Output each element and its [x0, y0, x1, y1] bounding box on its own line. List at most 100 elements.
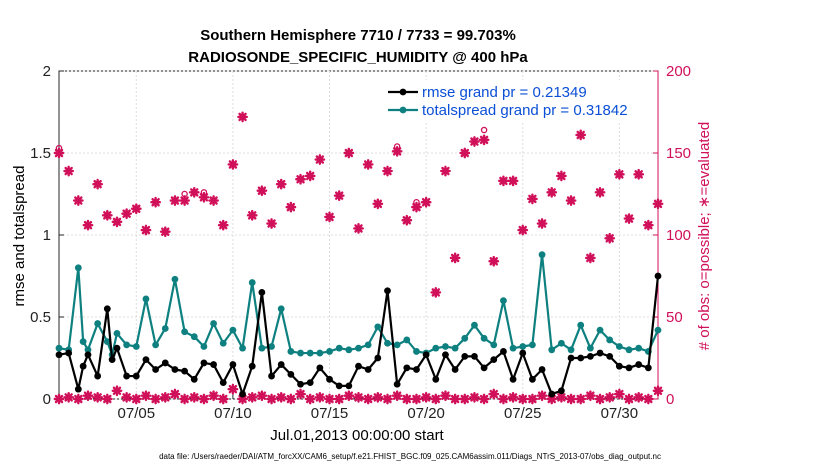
- spread-point: [171, 275, 179, 283]
- right-y-tick-label: 200: [666, 63, 691, 80]
- rmse-point: [55, 351, 63, 359]
- spread-point: [461, 334, 469, 342]
- spread-point: [248, 279, 256, 286]
- left-y-tick-label: 2: [43, 63, 51, 80]
- obs-near-zero-point: [101, 393, 113, 405]
- obs-evaluated-point: [256, 185, 268, 197]
- obs-near-zero-point: [362, 393, 374, 405]
- right-y-axis-ticks: 0 50 100 150 200: [653, 63, 691, 408]
- rmse-point: [586, 352, 594, 360]
- obs-evaluated-point: [101, 209, 113, 221]
- obs-near-zero-point: [623, 393, 635, 405]
- rmse-point: [654, 272, 662, 280]
- obs-near-zero-point: [527, 393, 538, 405]
- obs-evaluated-point: [140, 224, 152, 236]
- obs-evaluated-point: [295, 173, 306, 185]
- spread-point: [654, 326, 662, 334]
- spread-point: [500, 297, 507, 304]
- obs-near-zero-point: [401, 393, 413, 405]
- obs-near-zero-point: [459, 393, 471, 405]
- spread-point: [258, 344, 266, 352]
- rmse-point: [84, 351, 92, 359]
- obs-near-zero-point: [198, 393, 210, 405]
- spread-point: [142, 295, 150, 303]
- obs-evaluated-point: [150, 196, 162, 208]
- spread-point: [567, 346, 575, 354]
- spread-point: [355, 344, 362, 352]
- rmse-point: [557, 387, 565, 395]
- chart-title-line2: RADIOSONDE_SPECIFIC_HUMIDITY @ 400 hPa: [188, 49, 528, 66]
- rmse-point: [538, 366, 546, 373]
- right-y-axis-label: # of obs: o=possible; ∗=evaluated: [696, 122, 713, 351]
- spread-point: [490, 341, 498, 349]
- rmse-point: [490, 356, 498, 364]
- obs-evaluated-point: [401, 214, 413, 226]
- data-file-footer: data file: /Users/raeder/DAI/ATM_forcXX/…: [159, 452, 661, 461]
- rmse-point: [210, 361, 217, 368]
- obs-evaluated-point: [546, 186, 558, 198]
- obs-evaluated-point: [623, 213, 635, 225]
- spread-point: [113, 330, 121, 337]
- rmse-point: [461, 352, 469, 360]
- obs-near-zero-point: [208, 390, 219, 402]
- rmse-point: [625, 364, 633, 372]
- rmse-point: [94, 372, 102, 380]
- obs-evaluated-point: [285, 201, 297, 213]
- obs-evaluated-point: [527, 193, 538, 205]
- rmse-point: [548, 390, 556, 398]
- obs-near-zero-point: [130, 393, 142, 405]
- legend-rmse-marker: [399, 88, 407, 96]
- obs-near-zero-point: [372, 391, 384, 403]
- obs-near-zero-point: [565, 393, 577, 405]
- obs-near-zero-point: [498, 393, 509, 405]
- spread-point: [615, 343, 623, 350]
- obs-near-zero-point: [420, 391, 432, 403]
- rmse-point: [403, 364, 411, 372]
- obs-evaluated-point: [266, 218, 277, 229]
- obs-evaluated-point: [82, 219, 94, 231]
- rmse-point: [615, 362, 623, 370]
- obs-near-zero-point: [517, 393, 529, 405]
- obs-evaluated-point: [353, 223, 364, 234]
- obs-near-zero-point: [237, 393, 248, 405]
- rmse-point: [190, 375, 198, 383]
- rmse-point: [239, 390, 246, 398]
- spread-point: [519, 343, 527, 350]
- obs-near-zero-point: [652, 385, 664, 397]
- spread-point: [200, 343, 208, 350]
- obs-evaluated-point: [208, 195, 219, 206]
- x-tick-label: 07/25: [504, 405, 542, 422]
- spread-point: [451, 344, 459, 352]
- obs-near-zero-point: [179, 393, 190, 405]
- obs-evaluated-point: [92, 178, 104, 190]
- spread-point: [596, 326, 604, 334]
- rmse-point: [316, 364, 324, 372]
- obs-near-zero-point: [343, 390, 355, 402]
- obs-evaluated-point: [449, 252, 461, 264]
- obs-count-series: [53, 111, 664, 405]
- obs-evaluated-point: [111, 216, 123, 228]
- obs-evaluated-point: [130, 203, 142, 215]
- rmse-point: [500, 348, 507, 355]
- spread-point: [219, 339, 227, 347]
- rmse-point: [451, 366, 459, 373]
- obs-evaluated-point: [652, 198, 664, 210]
- legend-spread-marker: [399, 106, 407, 114]
- rmse-point: [519, 349, 527, 357]
- obs-evaluated-point: [314, 154, 326, 165]
- left-y-tick-label: 1: [43, 227, 51, 244]
- obs-evaluated-point: [575, 129, 587, 141]
- rmse-point: [200, 359, 208, 367]
- rmse-point: [268, 372, 275, 380]
- obs-near-zero-point: [217, 393, 229, 405]
- obs-near-zero-point: [63, 391, 75, 403]
- x-tick-label: 07/15: [311, 405, 349, 422]
- obs-evaluated-point: [72, 195, 84, 206]
- rmse-point: [171, 366, 179, 373]
- rmse-point: [364, 366, 372, 373]
- obs-near-zero-point: [488, 388, 500, 400]
- rmse-point: [422, 351, 430, 359]
- obs-near-zero-point: [333, 393, 345, 405]
- obs-evaluated-point: [604, 232, 616, 244]
